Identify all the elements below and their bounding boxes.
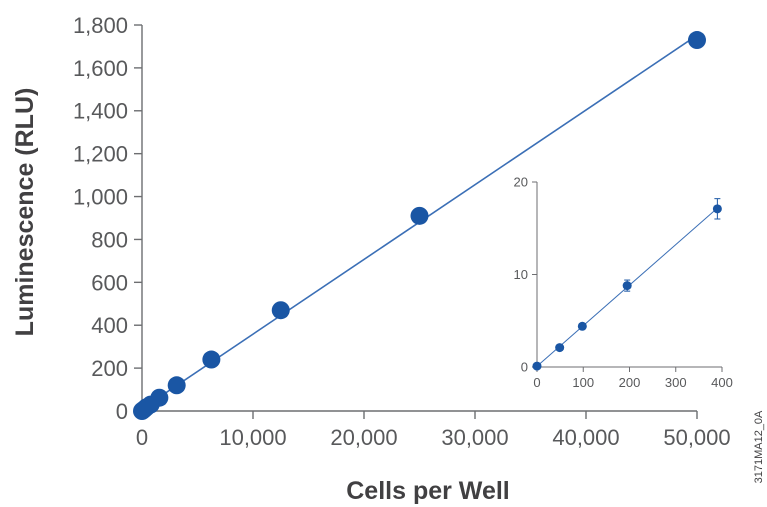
y-tick-label: 1,200 [73,142,128,167]
y-tick-label: 0 [116,399,128,424]
y-tick-label: 1,800 [73,13,128,38]
data-point [410,206,429,225]
inset-y-tick-label: 0 [521,360,528,375]
y-tick-label: 800 [91,227,128,252]
x-tick-label: 40,000 [552,425,619,450]
x-tick-label: 0 [136,425,148,450]
data-point [271,301,290,320]
inset-data-point [712,204,722,214]
y-axis-title: Luminescence (RLU) [11,88,39,337]
x-tick-label: 50,000 [663,425,730,450]
data-point [688,31,706,50]
x-tick-label: 20,000 [330,425,397,450]
x-tick-label: 10,000 [219,425,286,450]
x-axis-title: Cells per Well [346,477,510,505]
data-point [150,388,169,407]
inset-data-point [555,343,565,353]
x-tick-label: 30,000 [441,425,508,450]
inset-x-tick-label: 0 [533,375,540,390]
inset-x-tick-label: 200 [619,375,641,390]
y-tick-label: 400 [91,313,128,338]
y-tick-label: 200 [91,356,128,381]
inset-y-tick-label: 10 [514,267,528,282]
inset-data-point [532,361,542,371]
inset-data-point [577,321,587,331]
y-tick-label: 600 [91,270,128,295]
y-tick-label: 1,600 [73,56,128,81]
data-point [202,350,221,369]
inset-data-point [622,281,632,291]
y-tick-label: 1,000 [73,184,128,209]
inset-x-tick-label: 300 [665,375,687,390]
inset-x-tick-label: 400 [711,375,733,390]
data-point [167,376,186,395]
inset-y-tick-label: 20 [514,175,528,190]
y-tick-label: 1,400 [73,99,128,124]
inset-x-tick-label: 100 [572,375,594,390]
figure-code: 3171MA12_0A [753,410,765,483]
